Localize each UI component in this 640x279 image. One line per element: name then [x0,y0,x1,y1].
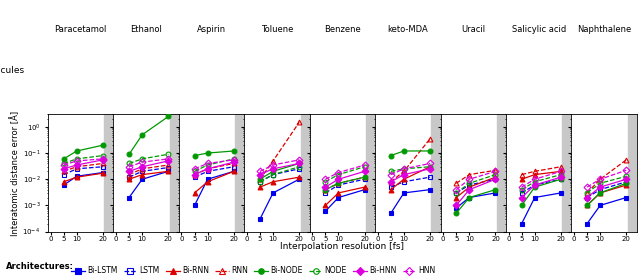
Text: Naphthalene: Naphthalene [577,25,631,33]
Bar [301,114,310,232]
Bar [562,114,572,232]
Text: Toluene: Toluene [260,25,293,33]
Bar [628,114,637,232]
Text: Molecules: Molecules [0,66,24,75]
Bar [431,114,440,232]
Text: Interpolation resolution [fs]: Interpolation resolution [fs] [280,242,404,251]
Text: Paracetamol: Paracetamol [54,25,107,33]
Text: Uracil: Uracil [461,25,485,33]
Text: keto-MDA: keto-MDA [387,25,428,33]
Bar [235,114,244,232]
Text: Benzene: Benzene [324,25,361,33]
Legend: Bi-LSTM, LSTM, Bi-RNN, RNN, Bi-NODE, NODE, Bi-HNN, HNN: Bi-LSTM, LSTM, Bi-RNN, RNN, Bi-NODE, NOD… [71,266,436,275]
Bar [104,114,113,232]
Text: Aspirin: Aspirin [197,25,226,33]
Text: Ethanol: Ethanol [130,25,162,33]
Bar [366,114,375,232]
Text: Architectures:: Architectures: [6,262,74,271]
Text: Salicylic acid: Salicylic acid [511,25,566,33]
Y-axis label: Interatomic distance error [Å]: Interatomic distance error [Å] [10,110,20,235]
Bar [170,114,179,232]
Bar [497,114,506,232]
